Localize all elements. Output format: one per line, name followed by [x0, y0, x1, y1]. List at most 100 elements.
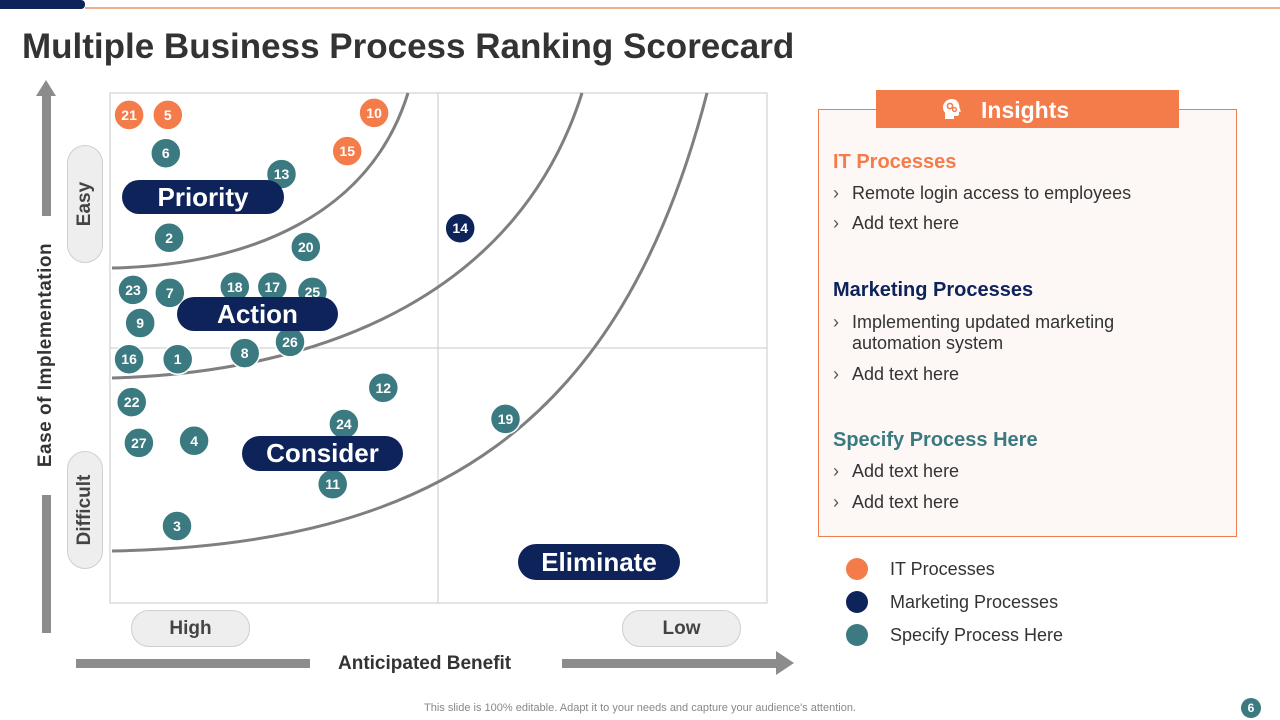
consider-boundary-curve [111, 92, 709, 553]
insights-specify-bullet-1: › Add text here [833, 461, 1163, 482]
data-point-circle [124, 307, 156, 339]
data-point-12: 12 [367, 372, 400, 404]
data-point-label: 13 [274, 166, 290, 182]
data-point-label: 24 [336, 416, 352, 432]
insights-specify-bullet-2-text: Add text here [852, 492, 960, 512]
insights-it-bullet-2: › Add text here [833, 213, 1163, 234]
data-point-label: 3 [173, 518, 181, 534]
data-point-1: 1 [161, 343, 194, 375]
insights-specify-title: Specify Process Here [833, 429, 1038, 451]
data-point-label: 26 [282, 334, 298, 350]
data-point-label: 11 [325, 476, 340, 492]
data-point-21: 21 [113, 99, 145, 131]
data-point-circle [161, 343, 194, 375]
insights-header: Insights [876, 90, 1179, 128]
head-gears-icon [940, 97, 964, 127]
data-point-label: 14 [452, 220, 468, 236]
data-point-label: 6 [162, 145, 170, 161]
data-point-24: 24 [328, 408, 360, 440]
data-point-label: 16 [121, 351, 137, 367]
page-number: 6 [1241, 698, 1261, 718]
data-point-label: 7 [166, 285, 174, 301]
insights-specify-bullet-1-text: Add text here [852, 461, 960, 481]
legend-label-it: IT Processes [890, 559, 995, 579]
y-axis-easy-text: Easy [74, 181, 95, 227]
insights-it-title: IT Processes [833, 151, 957, 173]
data-point-circle [358, 97, 390, 129]
data-point-circle [123, 427, 155, 459]
data-point-label: 27 [131, 435, 147, 451]
zone-priority-label: Priority [122, 180, 284, 214]
data-point-circle [117, 274, 149, 306]
y-axis-difficult-label: Difficult [67, 451, 103, 569]
data-point-15: 15 [331, 135, 363, 167]
zone-consider-label: Consider [242, 436, 403, 471]
data-point-label: 2 [165, 230, 173, 246]
y-axis-arrow-lower [42, 495, 51, 633]
data-point-16: 16 [113, 343, 145, 375]
top-accent-bar [0, 0, 85, 9]
top-divider-line [85, 7, 1280, 9]
data-point-10: 10 [358, 97, 390, 129]
insights-it-bullet-1-text: Remote login access to employees [852, 183, 1132, 203]
data-point-circle [154, 277, 186, 309]
y-axis-easy-label: Easy [67, 145, 103, 263]
data-point-circle [152, 99, 184, 131]
data-point-circle [153, 222, 185, 254]
x-axis-title: Anticipated Benefit [338, 653, 512, 674]
insights-marketing-bullet-2-text: Add text here [852, 364, 960, 384]
footer-note: This slide is 100% editable. Adapt it to… [424, 702, 856, 714]
data-point-label: 20 [298, 239, 314, 255]
data-point-label: 22 [124, 394, 140, 410]
insights-it-bullet-1: › Remote login access to employees [833, 183, 1163, 204]
data-point-label: 5 [164, 107, 172, 123]
data-point-circle [367, 372, 400, 404]
legend-dot-marketing [846, 591, 868, 613]
data-point-circle [444, 212, 476, 244]
insights-marketing-bullet-2: › Add text here [833, 364, 1163, 385]
data-point-7: 7 [154, 277, 186, 309]
data-point-8: 8 [228, 337, 261, 369]
x-axis-high-label: High [131, 610, 250, 647]
data-point-label: 18 [227, 279, 243, 295]
x-axis-arrowhead [776, 651, 794, 675]
data-point-circle [113, 99, 145, 131]
data-point-label: 4 [190, 433, 198, 449]
insights-marketing-title: Marketing Processes [833, 279, 1034, 301]
data-point-label: 10 [366, 105, 382, 121]
y-axis-arrowhead [36, 80, 56, 96]
slide-title: Multiple Business Process Ranking Scorec… [22, 27, 795, 66]
legend-label-specify: Specify Process Here [890, 625, 1064, 645]
priority-boundary-curve [111, 92, 410, 270]
zone-action-label: Action [177, 297, 338, 331]
data-point-9: 9 [124, 307, 156, 339]
data-point-11: 11 [316, 468, 349, 500]
data-point-18: 18 [219, 271, 251, 303]
data-point-label: 19 [498, 411, 514, 427]
legend-dot-it [846, 558, 868, 580]
insights-it-bullet-2-text: Add text here [852, 213, 960, 233]
insights-specify-bullet-2: › Add text here [833, 492, 1163, 513]
data-point-2: 2 [153, 222, 185, 254]
data-point-23: 23 [117, 274, 149, 306]
legend-dot-specify [846, 624, 868, 646]
data-point-label: 1 [174, 351, 182, 367]
data-point-label: 15 [339, 143, 355, 159]
data-point-22: 22 [115, 386, 148, 418]
data-point-label: 17 [265, 279, 281, 295]
x-axis-low-label: Low [622, 610, 741, 647]
y-axis-title: Ease of Implementation [35, 242, 56, 468]
insights-panel [818, 109, 1237, 537]
data-point-label: 25 [305, 284, 321, 300]
data-point-5: 5 [152, 99, 184, 131]
data-point-circle [290, 231, 322, 263]
data-point-circle [150, 137, 182, 169]
data-point-label: 21 [121, 107, 137, 123]
insights-marketing-bullet-1-text: Implementing updated marketing automatio… [852, 312, 1115, 353]
data-point-circle [161, 510, 193, 542]
data-point-20: 20 [290, 231, 322, 263]
zone-eliminate-label: Eliminate [518, 544, 680, 580]
data-point-3: 3 [161, 510, 193, 542]
